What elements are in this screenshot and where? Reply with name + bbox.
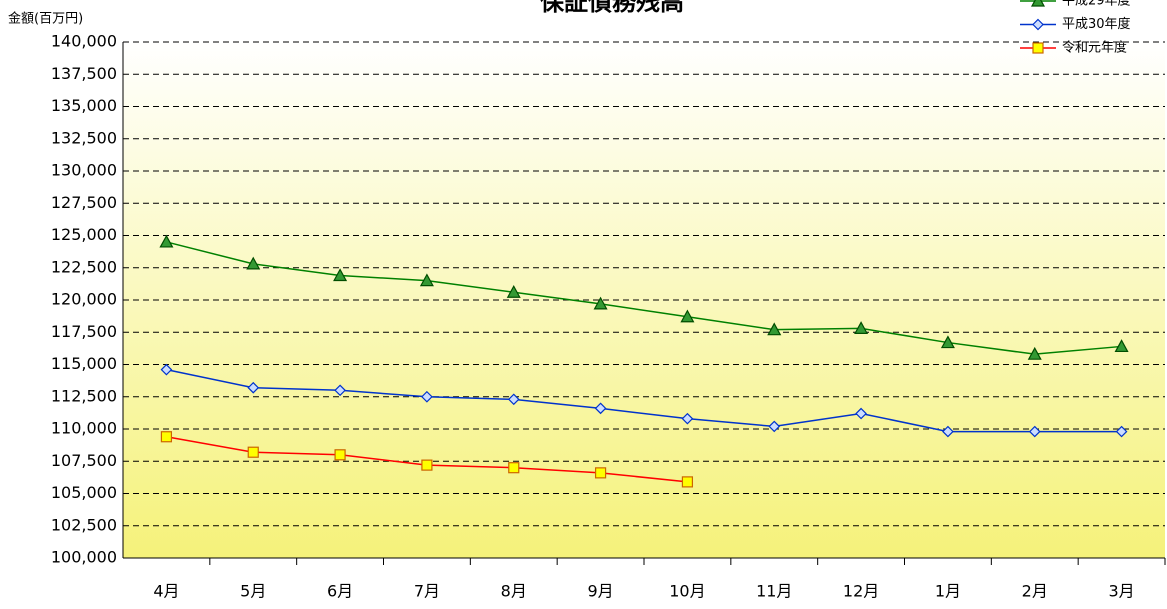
marker xyxy=(421,459,433,471)
marker xyxy=(247,446,259,458)
chart-title: 保証債務残高 xyxy=(539,0,684,16)
marker xyxy=(1032,42,1044,54)
marker xyxy=(506,285,521,298)
x-tick-label: 6月 xyxy=(327,582,353,601)
legend-label: 令和元年度 xyxy=(1062,40,1127,56)
marker xyxy=(419,273,434,287)
marker xyxy=(247,381,260,394)
y-tick-label: 102,500 xyxy=(51,515,117,534)
marker xyxy=(942,425,954,438)
y-tick-label: 127,500 xyxy=(51,193,117,212)
marker xyxy=(1027,346,1042,360)
y-tick-label: 115,000 xyxy=(51,354,117,373)
y-tick-label: 137,500 xyxy=(51,64,117,83)
marker xyxy=(681,412,694,425)
marker xyxy=(159,234,174,248)
y-tick-label: 112,500 xyxy=(51,386,117,405)
x-tick-label: 1月 xyxy=(935,582,961,601)
y-tick-label: 122,500 xyxy=(51,257,117,276)
marker xyxy=(594,402,607,415)
y-tick-label: 130,000 xyxy=(51,161,117,180)
marker xyxy=(768,420,781,433)
marker xyxy=(246,256,261,270)
x-tick-label: 12月 xyxy=(843,582,879,601)
x-tick-label: 3月 xyxy=(1108,582,1134,601)
x-tick-label: 2月 xyxy=(1022,582,1048,601)
y-tick-label: 107,500 xyxy=(51,451,117,470)
y-axis-label: 金額(百万円) xyxy=(8,11,83,27)
x-tick-label: 10月 xyxy=(669,582,705,601)
y-tick-label: 135,000 xyxy=(51,96,117,115)
y-tick-label: 100,000 xyxy=(51,548,117,567)
marker xyxy=(594,467,607,479)
marker xyxy=(940,335,955,349)
marker xyxy=(421,390,433,403)
x-tick-label: 7月 xyxy=(414,582,440,601)
marker xyxy=(1032,18,1044,31)
marker xyxy=(855,407,867,420)
legend-label: 平成29年度 xyxy=(1062,0,1131,9)
marker xyxy=(334,384,346,397)
legend-label: 平成30年度 xyxy=(1062,16,1131,32)
x-tick-label: 11月 xyxy=(756,582,792,601)
series-line xyxy=(166,368,1122,433)
marker xyxy=(1114,339,1129,353)
marker xyxy=(160,363,173,376)
marker xyxy=(1115,425,1128,438)
marker xyxy=(593,296,608,310)
y-tick-label: 105,000 xyxy=(51,483,117,502)
marker xyxy=(1028,425,1041,438)
marker xyxy=(160,431,173,443)
marker xyxy=(680,309,695,323)
series-line xyxy=(166,241,1122,355)
marker xyxy=(1030,0,1046,7)
x-tick-label: 8月 xyxy=(501,582,527,601)
marker xyxy=(681,476,694,488)
y-tick-label: 140,000 xyxy=(51,32,117,51)
x-tick-label: 4月 xyxy=(153,582,179,601)
x-tick-label: 5月 xyxy=(240,582,266,601)
y-tick-label: 120,000 xyxy=(51,290,117,309)
marker xyxy=(854,321,869,334)
y-tick-label: 132,500 xyxy=(51,128,117,147)
y-tick-label: 110,000 xyxy=(51,419,117,438)
marker xyxy=(767,322,782,336)
y-tick-label: 125,000 xyxy=(51,225,117,244)
x-tick-label: 9月 xyxy=(587,582,613,601)
marker xyxy=(334,449,346,461)
marker xyxy=(508,462,520,474)
y-tick-label: 117,500 xyxy=(51,322,117,341)
marker xyxy=(507,393,520,406)
marker xyxy=(333,268,348,282)
